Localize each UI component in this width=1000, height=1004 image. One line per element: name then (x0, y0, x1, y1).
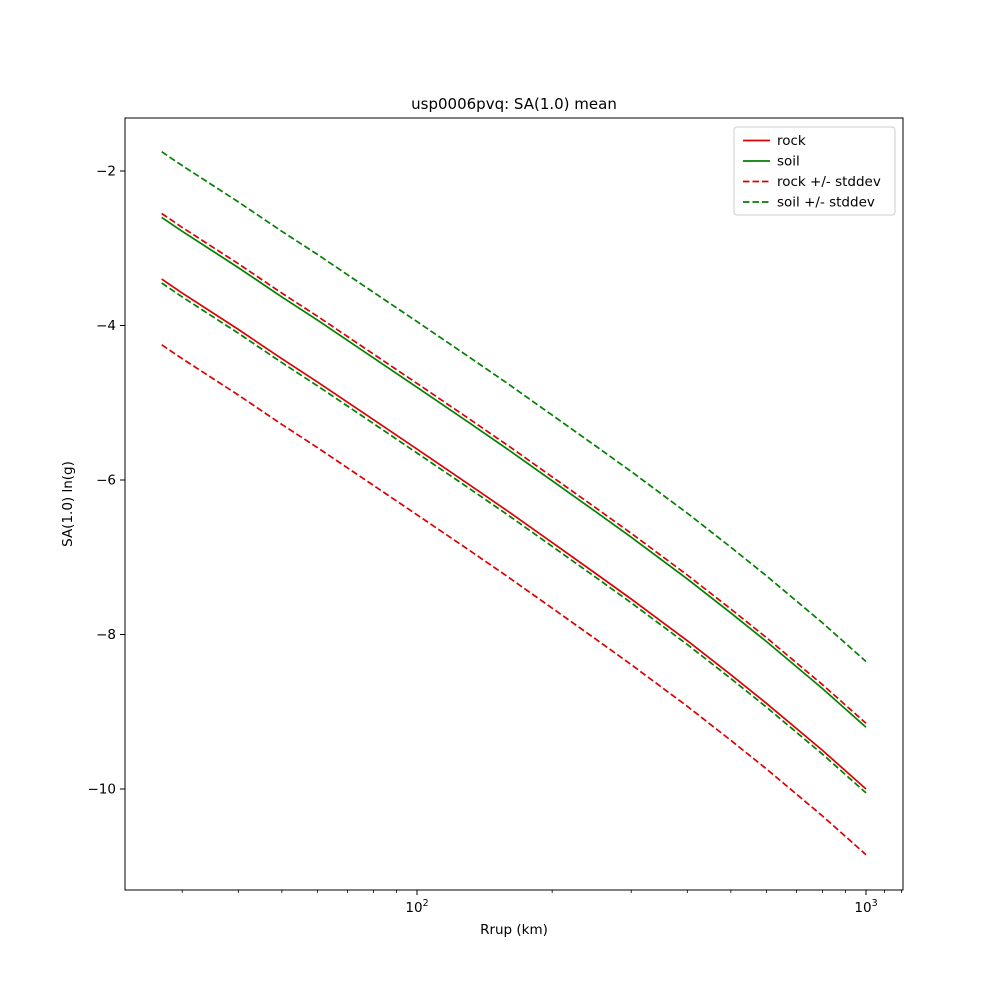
series-line-soil-minus-stddev (161, 282, 867, 794)
y-axis-label: SA(1.0) ln(g) (60, 461, 76, 547)
series-line-rock-plus-stddev (161, 212, 867, 724)
legend-label: soil (777, 154, 800, 170)
y-tick-label: −6 (96, 473, 116, 489)
x-tick-label: 103 (854, 898, 877, 916)
legend-box (733, 126, 896, 216)
series-layer (161, 150, 867, 856)
legend-label: rock +/- stddev (777, 174, 881, 190)
x-axis-label: Rrup (km) (480, 922, 548, 938)
y-tick-label: −10 (88, 782, 117, 798)
legend-layer: rock soil rock +/- stddev soil +/- stddev (733, 126, 896, 216)
series-line-soil-mean (161, 216, 867, 728)
y-tick-label: −2 (96, 164, 116, 180)
plot-area (124, 117, 904, 891)
legend-label: soil +/- stddev (777, 195, 875, 211)
x-tick-label: 102 (405, 898, 428, 916)
y-tick-label: −4 (96, 318, 116, 334)
series-line-rock-minus-stddev (161, 344, 867, 856)
chart-title: usp0006pvq: SA(1.0) mean (411, 95, 617, 113)
axes-layer: −2 −4 −6 −8 −10 102 103 (88, 117, 904, 916)
y-tick-label: −8 (96, 627, 116, 643)
series-line-rock-mean (161, 278, 867, 790)
series-line-soil-plus-stddev (161, 150, 867, 663)
legend-label: rock (777, 133, 806, 149)
